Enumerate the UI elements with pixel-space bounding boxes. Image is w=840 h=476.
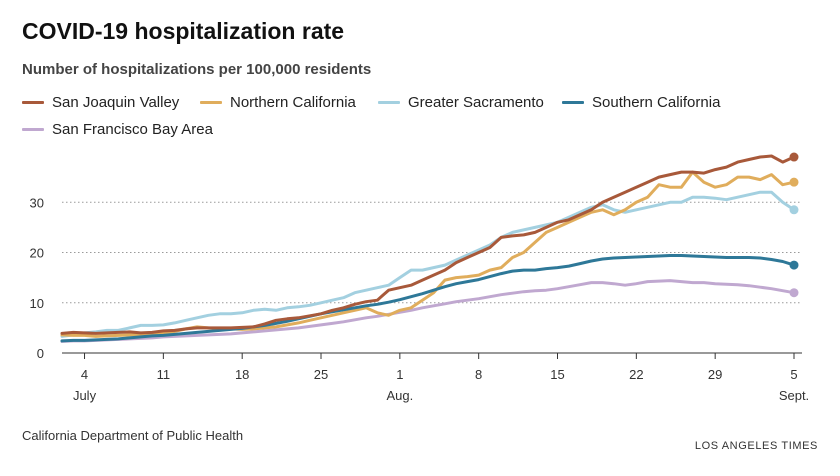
x-tick-label: 11 — [157, 367, 171, 382]
x-tick-sublabel: July — [73, 388, 97, 403]
chart-title: COVID-19 hospitalization rate — [22, 18, 345, 44]
legend-item-northern-california: Northern California — [200, 94, 356, 111]
series-end-point — [789, 205, 799, 215]
series-end-point — [789, 177, 799, 187]
legend-swatch — [200, 101, 222, 104]
legend-swatch — [378, 101, 400, 104]
x-tick-label: 18 — [235, 367, 249, 382]
x-tick-label: 22 — [629, 367, 643, 382]
legend-label: Greater Sacramento — [408, 94, 544, 111]
legend-swatch — [22, 128, 44, 131]
y-tick-label: 10 — [30, 296, 44, 311]
series-line-san-joaquin-valley — [60, 154, 796, 335]
series-end-point — [789, 288, 799, 298]
x-tick-label: 8 — [475, 367, 482, 382]
y-tick-label: 20 — [30, 246, 44, 261]
series-line-san-francisco-bay-area — [60, 279, 796, 343]
legend-item-southern-california: Southern California — [562, 94, 720, 111]
legend-item-greater-sacramento: Greater Sacramento — [378, 94, 544, 111]
chart-subtitle: Number of hospitalizations per 100,000 r… — [22, 61, 372, 78]
legend-item-san-francisco-bay-area: San Francisco Bay Area — [22, 121, 213, 138]
y-tick-label: 0 — [37, 346, 44, 361]
legend-swatch — [562, 101, 584, 104]
legend-label: Northern California — [230, 94, 356, 111]
series-line-greater-sacramento — [60, 190, 796, 338]
legend-swatch — [22, 101, 44, 104]
legend-label: San Joaquin Valley — [52, 94, 180, 111]
source-note: California Department of Public Health — [22, 428, 244, 443]
legend-label: San Francisco Bay Area — [52, 121, 213, 138]
series-line-southern-california — [60, 254, 796, 343]
series-end-point — [789, 260, 799, 270]
legend-item-san-joaquin-valley: San Joaquin Valley — [22, 94, 179, 111]
x-tick-label: 25 — [314, 367, 328, 382]
x-tick-label: 4 — [81, 367, 88, 382]
series-end-point — [789, 152, 799, 162]
x-tick-label: 5 — [790, 367, 797, 382]
x-tick-label: 15 — [550, 367, 564, 382]
legend-label: Southern California — [592, 94, 721, 111]
x-tick-label: 1 — [396, 367, 403, 382]
x-tick-sublabel: Aug. — [386, 388, 413, 403]
x-tick-label: 29 — [708, 367, 722, 382]
credit-line: LOS ANGELES TIMES — [694, 440, 818, 452]
y-tick-label: 30 — [30, 195, 44, 210]
x-tick-sublabel: Sept. — [779, 388, 809, 403]
